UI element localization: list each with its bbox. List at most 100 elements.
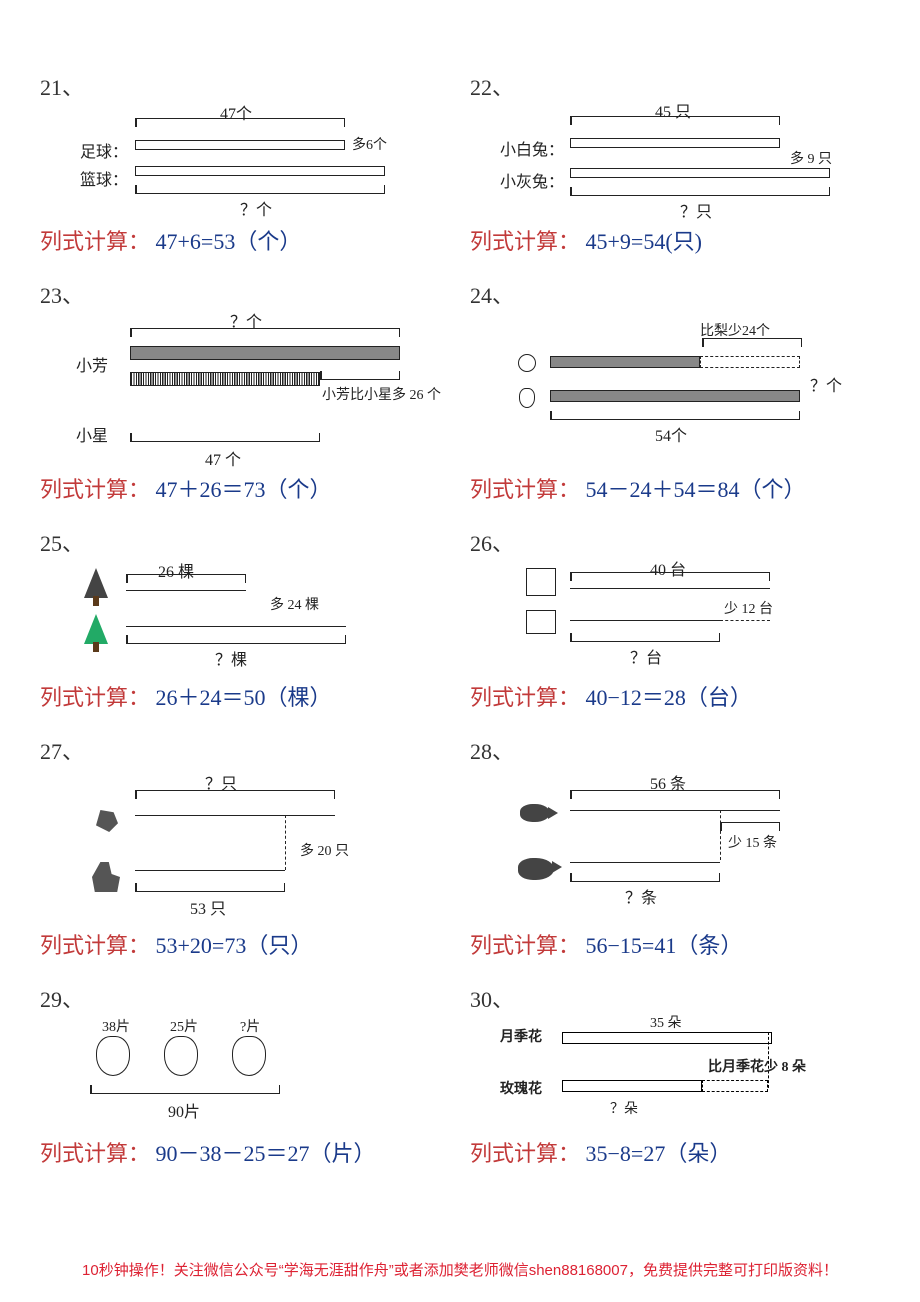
problem-22: 22、 小白兔： 小灰兔： 45 只 多 9 只 ？只 列式计算： 45+9=5… (470, 70, 880, 268)
answer-expression: 47＋26＝73（个） (156, 477, 332, 502)
tv-icon (526, 610, 556, 634)
bar-icon (135, 166, 385, 176)
apple-icon (518, 354, 536, 372)
problem-number: 21、 (40, 70, 450, 102)
brace-icon (570, 186, 830, 196)
answer-row: 列式计算： 47+6=53（个） (40, 224, 450, 256)
extra-text: 少 12 台 (724, 598, 773, 618)
problem-23: 23、 小芳 小星 ？个 小芳比小星多 26 个 47 个 列式计算： 47＋2… (40, 278, 450, 516)
row-label: 足球： (80, 138, 128, 162)
diagram-28: 56 条 少 15 条 ？条 (470, 770, 880, 920)
answer-expression: 56−15=41（条） (586, 933, 743, 958)
problem-number: 24、 (470, 278, 880, 310)
tree-icon (84, 614, 108, 644)
answer-label: 列式计算： (40, 685, 150, 710)
bar-icon (135, 140, 345, 150)
answer-label: 列式计算： (40, 933, 150, 958)
answer-row: 列式计算： 47＋26＝73（个） (40, 472, 450, 504)
brace-icon (702, 338, 802, 348)
extra-text: 比月季花少 8 朵 (708, 1056, 806, 1076)
answer-row: 列式计算： 54－24＋54＝84（个） (470, 472, 880, 504)
answer-expression: 47+6=53（个） (156, 229, 302, 254)
value-text: 45 只 (655, 98, 691, 122)
problem-30: 30、 月季花 玫瑰花 35 朵 比月季花少 8 朵 ？朵 列式计算： 35−8… (470, 982, 880, 1180)
brace-icon (126, 634, 346, 644)
extra-text: 多 20 只 (300, 840, 349, 860)
row-label: 小芳 (76, 352, 108, 376)
answer-row: 列式计算： 53+20=73（只） (40, 928, 450, 960)
problem-24: 24、 比梨少24个 ？个 54个 列式计算： 54－24＋54＝84（个） (470, 278, 880, 516)
problem-number: 23、 (40, 278, 450, 310)
answer-label: 列式计算： (40, 229, 150, 254)
extra-text: 多 24 棵 (270, 594, 319, 614)
brace-icon (135, 790, 335, 800)
diagram-21: 足球： 篮球： 47个 多6个 ？个 (40, 106, 450, 216)
question-text: ？台 (630, 644, 662, 668)
answer-row: 列式计算： 26＋24＝50（棵） (40, 680, 450, 712)
answer-row: 列式计算： 40−12＝28（台） (470, 680, 880, 712)
diagram-29: 38片 25片 ?片 90片 (40, 1018, 450, 1128)
diagram-30: 月季花 玫瑰花 35 朵 比月季花少 8 朵 ？朵 (470, 1018, 880, 1128)
diagram-23: 小芳 小星 ？个 小芳比小星多 26 个 47 个 (40, 314, 450, 464)
question-text: ？条 (625, 884, 657, 908)
line-dashed-icon (720, 620, 770, 621)
answer-expression: 53+20=73（只） (156, 933, 313, 958)
problem-number: 28、 (470, 734, 880, 766)
answer-label: 列式计算： (470, 477, 580, 502)
problem-21: 21、 足球： 篮球： 47个 多6个 ？个 列式计算： 47+6=53（个） (40, 70, 450, 268)
extra-text: 多 9 只 (790, 148, 832, 168)
monkey-icon (96, 810, 118, 832)
bar-icon (130, 346, 400, 360)
diagram-25: 26 棵 多 24 棵 ？棵 (40, 562, 450, 672)
fish-icon (518, 858, 554, 880)
row-label: 小灰兔： (500, 168, 564, 192)
answer-expression: 54－24＋54＝84（个） (586, 477, 806, 502)
problem-number: 25、 (40, 526, 450, 558)
note-text: 比梨少24个 (700, 320, 770, 340)
extra-text: 多6个 (352, 134, 387, 154)
bar-icon (550, 356, 700, 368)
value-text: 54个 (655, 422, 687, 446)
bar-icon (562, 1080, 702, 1092)
line-icon (570, 862, 720, 863)
bar-dashed-icon (700, 356, 800, 368)
pear-icon (519, 388, 535, 408)
value-text: 26 棵 (158, 558, 194, 582)
diagram-27: ？只 多 20 只 53 只 (40, 770, 450, 920)
question-text: ？只 (680, 198, 712, 222)
question-text: ？朵 (610, 1098, 638, 1118)
row-label: 小白兔： (500, 136, 564, 160)
value-text: 47 个 (205, 446, 241, 470)
answer-label: 列式计算： (470, 933, 580, 958)
problem-number: 30、 (470, 982, 880, 1014)
line-icon (126, 590, 246, 591)
answer-row: 列式计算： 35−8=27（朵） (470, 1136, 880, 1168)
bar-icon (550, 390, 800, 402)
line-dashed-icon (720, 810, 721, 860)
brace-icon (550, 410, 800, 420)
line-dashed-icon (285, 815, 286, 870)
answer-label: 列式计算： (470, 685, 580, 710)
line-icon (126, 626, 346, 627)
row-label: 玫瑰花 (500, 1078, 542, 1098)
problem-25: 25、 26 棵 多 24 棵 ？棵 列式计算： 26＋24＝50（棵） (40, 526, 450, 724)
value-text: 40 台 (650, 556, 686, 580)
row-label: 小星 (76, 422, 108, 446)
answer-label: 列式计算： (470, 1141, 580, 1166)
answer-label: 列式计算： (40, 477, 150, 502)
brace-icon (130, 432, 320, 442)
brace-icon (320, 370, 400, 380)
diagram-22: 小白兔： 小灰兔： 45 只 多 9 只 ？只 (470, 106, 880, 216)
leaf-icon (232, 1036, 266, 1076)
answer-expression: 45+9=54(只) (586, 229, 702, 254)
note-text: 小芳比小星多 26 个 (322, 384, 442, 404)
answer-expression: 90－38－25＝27（片） (156, 1141, 376, 1166)
line-icon (570, 620, 720, 621)
problem-number: 27、 (40, 734, 450, 766)
diagram-26: 40 台 少 12 台 ？台 (470, 562, 880, 672)
brace-icon (135, 184, 385, 194)
question-text: ？棵 (215, 646, 247, 670)
brace-icon (90, 1084, 280, 1094)
brace-icon (570, 632, 720, 642)
brace-icon (135, 882, 285, 892)
